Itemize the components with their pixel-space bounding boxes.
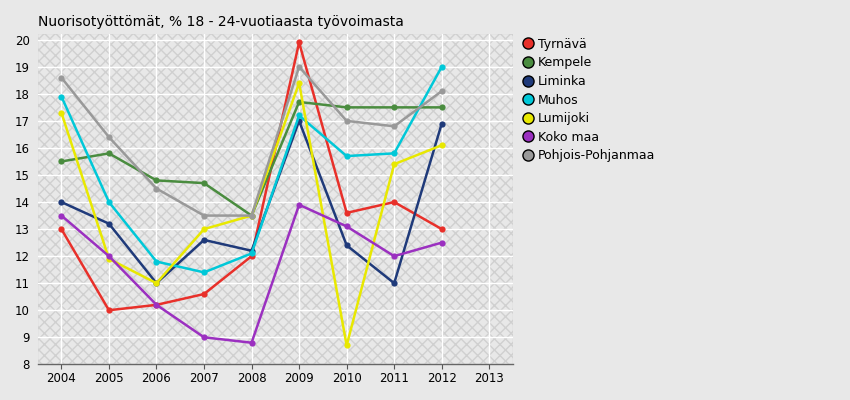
Koko maa <box>389 254 400 258</box>
Tyrnävä <box>56 227 66 232</box>
Line: Tyrnävä: Tyrnävä <box>59 39 445 313</box>
Tyrnävä <box>389 200 400 204</box>
Lumijoki <box>104 256 114 261</box>
Liminka <box>389 281 400 286</box>
Pohjois-Pohjanmaa <box>389 124 400 129</box>
Pohjois-Pohjanmaa <box>104 135 114 140</box>
Muhos <box>294 113 304 118</box>
Kempele <box>389 105 400 110</box>
Lumijoki <box>342 343 352 348</box>
Muhos <box>246 251 257 256</box>
Liminka <box>199 238 209 242</box>
Lumijoki <box>294 81 304 86</box>
Line: Kempele: Kempele <box>59 99 445 219</box>
Tyrnävä <box>104 308 114 313</box>
Lumijoki <box>437 143 447 148</box>
Tyrnävä <box>342 210 352 215</box>
Muhos <box>56 94 66 99</box>
Line: Pohjois-Pohjanmaa: Pohjois-Pohjanmaa <box>59 64 445 219</box>
Line: Koko maa: Koko maa <box>59 202 445 346</box>
Muhos <box>199 270 209 275</box>
Pohjois-Pohjanmaa <box>437 89 447 94</box>
Legend: Tyrnävä, Kempele, Liminka, Muhos, Lumijoki, Koko maa, Pohjois-Pohjanmaa: Tyrnävä, Kempele, Liminka, Muhos, Lumijo… <box>524 34 659 166</box>
Kempele <box>342 105 352 110</box>
Kempele <box>199 181 209 186</box>
Tyrnävä <box>199 292 209 296</box>
Muhos <box>389 151 400 156</box>
Koko maa <box>151 302 162 307</box>
Tyrnävä <box>246 254 257 258</box>
Liminka <box>437 121 447 126</box>
Kempele <box>294 100 304 104</box>
Pohjois-Pohjanmaa <box>246 213 257 218</box>
Liminka <box>294 118 304 123</box>
Line: Liminka: Liminka <box>59 118 445 286</box>
Lumijoki <box>246 213 257 218</box>
Pohjois-Pohjanmaa <box>56 75 66 80</box>
Pohjois-Pohjanmaa <box>294 64 304 69</box>
Kempele <box>56 159 66 164</box>
Line: Lumijoki: Lumijoki <box>59 80 445 348</box>
Kempele <box>104 151 114 156</box>
Lumijoki <box>199 227 209 232</box>
Tyrnävä <box>437 227 447 232</box>
Liminka <box>246 248 257 253</box>
Muhos <box>342 154 352 158</box>
Koko maa <box>342 224 352 229</box>
Kempele <box>246 213 257 218</box>
Kempele <box>151 178 162 183</box>
Liminka <box>56 200 66 204</box>
Koko maa <box>104 254 114 258</box>
Koko maa <box>199 335 209 340</box>
Muhos <box>104 200 114 204</box>
Liminka <box>342 243 352 248</box>
Pohjois-Pohjanmaa <box>151 186 162 191</box>
Koko maa <box>437 240 447 245</box>
Lumijoki <box>389 162 400 166</box>
Muhos <box>437 64 447 69</box>
Koko maa <box>246 340 257 345</box>
Koko maa <box>56 213 66 218</box>
Text: Nuorisotyöttömät, % 18 - 24-vuotiaasta työvoimasta: Nuorisotyöttömät, % 18 - 24-vuotiaasta t… <box>37 15 404 29</box>
Muhos <box>151 259 162 264</box>
Line: Muhos: Muhos <box>59 64 445 276</box>
Pohjois-Pohjanmaa <box>199 213 209 218</box>
Tyrnävä <box>151 302 162 307</box>
Liminka <box>151 281 162 286</box>
Pohjois-Pohjanmaa <box>342 118 352 123</box>
Lumijoki <box>151 281 162 286</box>
Koko maa <box>294 202 304 207</box>
Lumijoki <box>56 110 66 115</box>
Kempele <box>437 105 447 110</box>
Tyrnävä <box>294 40 304 45</box>
Liminka <box>104 221 114 226</box>
